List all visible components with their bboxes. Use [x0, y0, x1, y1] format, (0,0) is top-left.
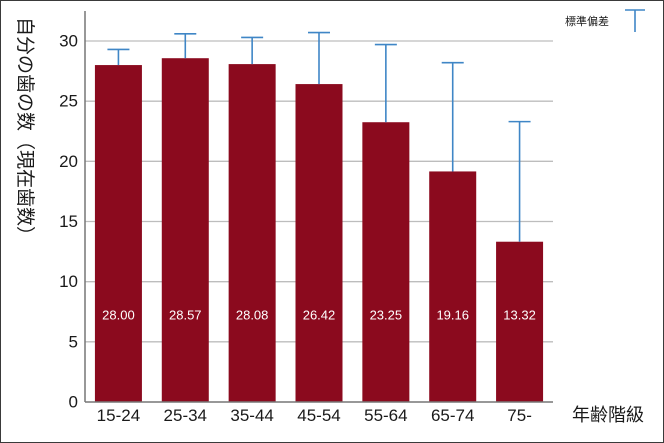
y-tick-label: 20 — [59, 152, 78, 171]
x-tick-label: 15-24 — [97, 406, 140, 425]
y-tick-label: 5 — [69, 332, 78, 351]
bar — [429, 171, 477, 402]
x-tick-label: 55-64 — [364, 406, 407, 425]
bar — [94, 65, 142, 403]
error-bars — [107, 31, 531, 242]
data-labels: 28.00 28.57 28.08 26.42 23.25 19.16 13.32 — [102, 308, 536, 323]
y-tick-label: 15 — [59, 212, 78, 231]
x-tick-label: 35-44 — [230, 406, 273, 425]
y-tick-label: 25 — [59, 92, 78, 111]
bar — [362, 122, 410, 402]
x-tick-label: 45-54 — [297, 406, 340, 425]
x-axis-label: 年齢階級 — [572, 405, 644, 426]
data-label: 28.08 — [236, 308, 269, 323]
x-tick-label: 75- — [507, 406, 532, 425]
bars — [94, 58, 544, 403]
x-tick-label: 25-34 — [164, 406, 207, 425]
data-label: 26.42 — [303, 308, 336, 323]
x-tick-labels: 15-24 25-34 35-44 45-54 55-64 65-74 75- — [97, 406, 532, 425]
y-axis-label: 自分の歯の数（現在歯数） — [14, 17, 36, 245]
bar — [295, 84, 343, 402]
data-label: 13.32 — [503, 308, 536, 323]
legend-label: 標準偏差 — [565, 14, 609, 28]
bar — [496, 241, 544, 402]
y-tick-labels: 0 5 10 15 20 25 30 — [59, 32, 78, 412]
data-label: 23.25 — [370, 308, 403, 323]
data-label: 28.57 — [169, 308, 202, 323]
bar — [161, 58, 209, 402]
data-label: 19.16 — [436, 308, 469, 323]
x-tick-label: 65-74 — [431, 406, 474, 425]
y-tick-label: 10 — [59, 272, 78, 291]
data-label: 28.00 — [102, 308, 135, 323]
legend-error-bar-icon — [625, 9, 645, 32]
bar — [228, 64, 276, 402]
y-tick-label: 0 — [69, 393, 78, 412]
y-tick-label: 30 — [59, 32, 78, 51]
legend: 標準偏差 — [565, 9, 645, 32]
